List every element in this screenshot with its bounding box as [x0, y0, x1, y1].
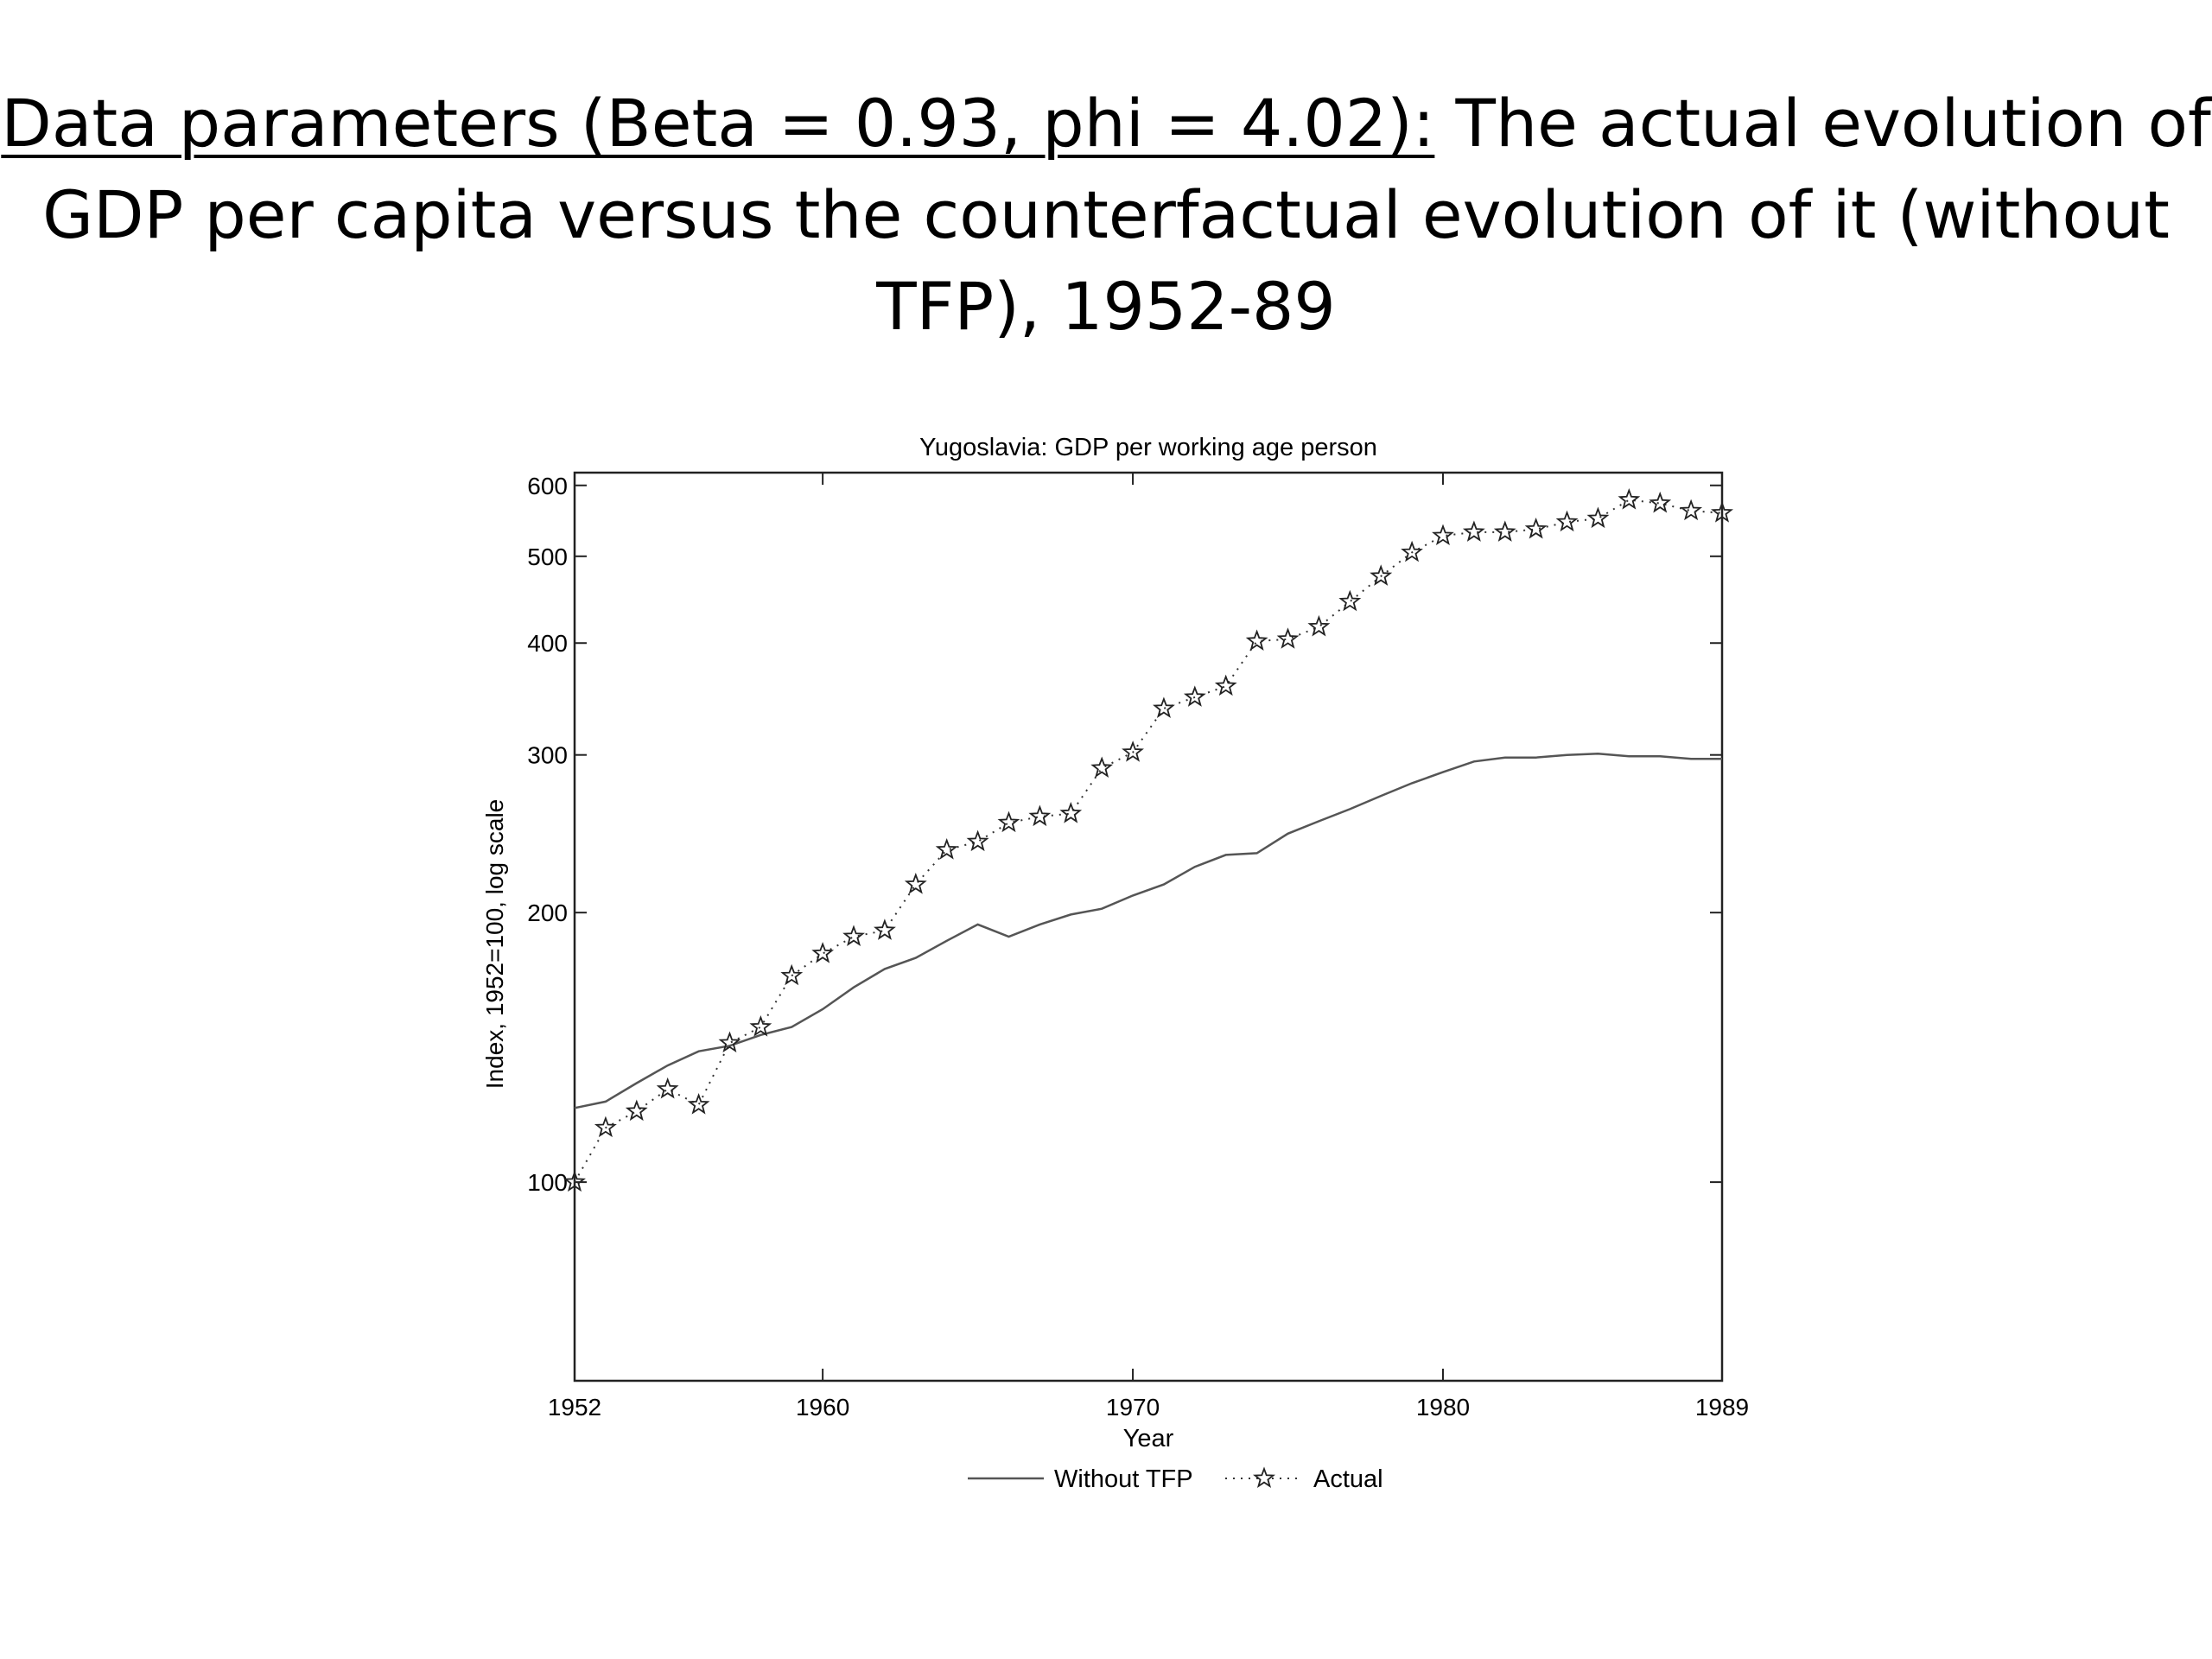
- data-point-actual: [1059, 802, 1083, 823]
- y-tick-label: 500: [527, 543, 568, 570]
- data-point-actual: [1153, 696, 1175, 719]
- data-point-actual: [1214, 674, 1237, 696]
- x-tick-label: 1960: [796, 1394, 849, 1421]
- data-point-actual: [687, 1093, 710, 1115]
- slide-title: Data parameters (Beta = 0.93, phi = 4.02…: [0, 78, 2212, 353]
- data-point-actual: [1493, 520, 1516, 542]
- data-point-actual: [656, 1077, 679, 1099]
- data-point-actual: [1462, 520, 1485, 542]
- data-point-actual: [1649, 491, 1672, 513]
- data-point-actual: [997, 810, 1020, 833]
- data-point-actual: [1524, 517, 1548, 539]
- data-point-actual: [1090, 756, 1114, 778]
- data-point-actual: [904, 873, 927, 894]
- data-point-actual: [842, 925, 865, 946]
- y-tick-label: 400: [527, 630, 568, 657]
- slide-title-rest: The actual evolution of GDP per capita v…: [42, 85, 2211, 345]
- x-tick-label: 1980: [1416, 1394, 1470, 1421]
- data-point-actual: [1370, 564, 1393, 586]
- data-point-actual: [1338, 589, 1362, 612]
- data-point-actual: [563, 1170, 586, 1192]
- data-point-actual: [966, 830, 989, 852]
- legend-marker-actual: [1253, 1466, 1275, 1488]
- data-point-actual: [1680, 499, 1703, 521]
- chart-title: Yugoslavia: GDP per working age person: [919, 434, 1377, 461]
- x-tick-label: 1952: [548, 1394, 601, 1421]
- slide-title-underlined: Data parameters (Beta = 0.93, phi = 4.02…: [1, 85, 1435, 162]
- data-point-actual: [1555, 510, 1579, 532]
- plot-frame: [573, 471, 1724, 1382]
- y-tick-label: 200: [527, 899, 568, 926]
- data-point-actual: [1432, 524, 1454, 546]
- data-point-actual: [1586, 506, 1610, 529]
- data-point-actual: [625, 1099, 648, 1122]
- data-point-actual: [935, 838, 958, 860]
- x-tick-label: 1970: [1106, 1394, 1160, 1421]
- data-point-actual: [1122, 741, 1144, 762]
- data-point-actual: [1618, 488, 1641, 510]
- data-point-actual: [1401, 540, 1423, 563]
- y-tick-label: 100: [527, 1169, 568, 1196]
- y-axis-label: Index, 1952=100, log scale: [481, 799, 508, 1089]
- data-point-actual: [1028, 804, 1052, 827]
- x-axis-label: Year: [1123, 1425, 1174, 1452]
- data-point-actual: [1276, 627, 1300, 649]
- legend-label-actual: Actual: [1313, 1465, 1383, 1493]
- y-tick-label: 600: [527, 473, 568, 499]
- x-tick-label: 1989: [1695, 1394, 1749, 1421]
- data-point-actual: [1245, 629, 1268, 651]
- data-point-actual: [1183, 685, 1206, 707]
- data-point-actual: [749, 1015, 772, 1037]
- y-tick-label: 300: [527, 742, 568, 769]
- data-point-actual: [811, 942, 835, 963]
- legend-label-without-tfp: Without TFP: [1054, 1465, 1193, 1493]
- data-point-actual: [1307, 614, 1331, 637]
- data-point-actual: [1711, 501, 1733, 523]
- data-point-actual: [874, 918, 896, 940]
- data-point-actual: [718, 1031, 741, 1053]
- data-point-actual: [780, 963, 804, 986]
- data-point-actual: [594, 1116, 617, 1138]
